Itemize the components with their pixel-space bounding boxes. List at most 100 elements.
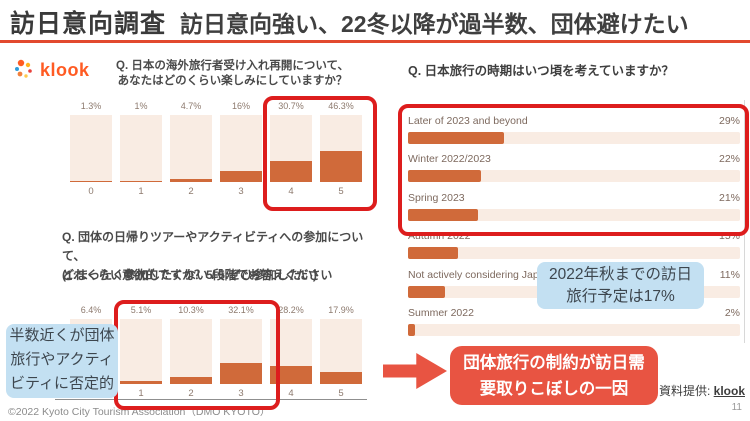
hbar-value-label: 22% bbox=[718, 153, 740, 166]
bar-fill bbox=[170, 178, 212, 182]
bar-column: 32.1% 3 bbox=[220, 304, 262, 400]
question-group-tour-scale: (1:まったく参加したくない / 5:ぜひ参加したい) bbox=[62, 268, 317, 282]
hbar-fill bbox=[408, 323, 415, 336]
bar-fill bbox=[170, 377, 212, 384]
bar-category-label: 4 bbox=[288, 186, 294, 197]
hbar-fill bbox=[408, 132, 505, 144]
bar-column: 1.3% 0 bbox=[70, 100, 112, 198]
bar-fill bbox=[270, 161, 312, 182]
hbar-fill bbox=[408, 170, 482, 183]
hbar-value-label: 2% bbox=[724, 306, 740, 319]
bar-track bbox=[220, 115, 262, 182]
klook-wordmark: klook bbox=[40, 59, 90, 80]
bar-track bbox=[120, 115, 162, 182]
chart-group-tour-axis-line bbox=[55, 399, 367, 400]
bar-fill bbox=[70, 181, 112, 182]
bar-category-label: 0 bbox=[88, 186, 94, 197]
bar-fill bbox=[270, 365, 312, 384]
bar-category-label: 1 bbox=[138, 388, 144, 399]
hbar-track bbox=[408, 170, 740, 183]
hbar-category-label: Winter 2022/2023 bbox=[408, 153, 491, 166]
hbar-track bbox=[408, 247, 740, 260]
hbar-fill bbox=[408, 247, 458, 260]
bar-column: 10.3% 2 bbox=[170, 304, 212, 400]
bar-track bbox=[270, 115, 312, 182]
source-link-klook[interactable]: klook bbox=[713, 384, 745, 398]
bar-track bbox=[120, 319, 162, 384]
bar-value-label: 46.3% bbox=[328, 101, 354, 111]
bar-category-label: 2 bbox=[188, 186, 194, 197]
hbar-category-label: Later of 2023 and beyond bbox=[408, 115, 528, 127]
bar-column: 1% 1 bbox=[120, 100, 162, 198]
hbar-row: Spring 2023 21% bbox=[408, 192, 740, 230]
bar-value-label: 32.1% bbox=[228, 305, 254, 315]
bar-column: 17.9% 5 bbox=[320, 304, 362, 400]
question-expectation: Q. 日本の海外旅行者受け入れ再開について、 あなたはどのくらい楽しみにしていま… bbox=[116, 60, 349, 87]
conclusion-box: 団体旅行の制約が訪日需 要取りこぼしの一因 bbox=[450, 346, 658, 405]
bar-track bbox=[170, 115, 212, 182]
bar-value-label: 1% bbox=[134, 101, 148, 111]
klook-logo-icon bbox=[15, 59, 32, 78]
bar-value-label: 5.1% bbox=[130, 305, 152, 315]
source-credit: 資料提供: klook bbox=[659, 382, 745, 399]
hbar-value-label: 21% bbox=[718, 191, 740, 204]
bar-fill bbox=[120, 380, 162, 384]
bar-fill bbox=[120, 181, 162, 182]
source-label: 資料提供: bbox=[658, 384, 711, 398]
bar-value-label: 1.3% bbox=[80, 101, 102, 111]
bar-column: 4.7% 2 bbox=[170, 100, 212, 198]
bar-category-label: 4 bbox=[288, 388, 294, 399]
bar-track bbox=[170, 319, 212, 384]
bar-value-label: 4.7% bbox=[180, 101, 202, 111]
bar-category-label: 3 bbox=[238, 186, 244, 197]
hbar-value-label: 15% bbox=[718, 230, 740, 243]
bar-category-label: 5 bbox=[338, 186, 344, 197]
hbar-row: Summer 2022 2% bbox=[408, 307, 740, 345]
hbar-value-label: 29% bbox=[718, 115, 740, 127]
bar-column: 5.1% 1 bbox=[120, 304, 162, 400]
bar-fill bbox=[220, 171, 262, 182]
chart-timing: Later of 2023 and beyond 29% Winter 2022/2… bbox=[408, 115, 740, 345]
hbar-row: Later of 2023 and beyond 29% bbox=[408, 115, 740, 153]
bar-value-label: 16% bbox=[231, 101, 250, 111]
bar-value-label: 10.3% bbox=[178, 305, 204, 315]
bar-column: 30.7% 4 bbox=[270, 100, 312, 198]
bar-column: 46.3% 5 bbox=[320, 100, 362, 198]
hbar-category-label: Spring 2023 bbox=[408, 191, 465, 204]
bar-value-label: 17.9% bbox=[328, 305, 354, 315]
bar-column: 28.2% 4 bbox=[270, 304, 312, 400]
hbar-track bbox=[408, 132, 740, 144]
bar-fill bbox=[320, 372, 362, 384]
hbar-fill bbox=[408, 285, 445, 298]
arrow-right-icon bbox=[383, 353, 447, 389]
title-underline bbox=[0, 40, 750, 43]
hbar-track bbox=[408, 208, 740, 221]
bar-track bbox=[70, 115, 112, 182]
bar-category-label: 5 bbox=[338, 388, 344, 399]
callout-autumn-17pct: 2022年秋までの訪日 旅行予定は17% bbox=[537, 262, 704, 309]
chart-expectation: 1.3% 0 1% 1 4.7% 2 16% 3 30.7% 4 46.3% 5 bbox=[70, 100, 362, 198]
bar-value-label: 28.2% bbox=[278, 305, 304, 315]
callout-group-negative: 半数近くが団体 旅行やアクティ ビティに否定的 bbox=[6, 324, 118, 398]
bar-track bbox=[270, 319, 312, 384]
hbar-row: Winter 2022/2023 22% bbox=[408, 153, 740, 191]
header: 訪日意向調査 訪日意向強い、22冬以降が過半数、団体避けたい bbox=[10, 4, 689, 40]
page-subtitle: 訪日意向強い、22冬以降が過半数、団体避けたい bbox=[180, 11, 689, 37]
hbar-fill bbox=[408, 208, 478, 221]
hbar-category-label: Autumn 2022 bbox=[408, 230, 471, 243]
bar-category-label: 1 bbox=[138, 186, 144, 197]
question-timing: Q. 日本旅行の時期はいつ頃を考えていますか？ bbox=[408, 64, 675, 78]
hbar-value-label: 11% bbox=[719, 268, 740, 281]
bar-category-label: 3 bbox=[238, 388, 244, 399]
hbar-category-label: Summer 2022 bbox=[408, 306, 474, 319]
hbar-track bbox=[408, 323, 740, 336]
bar-category-label: 2 bbox=[188, 388, 194, 399]
bar-track bbox=[320, 319, 362, 384]
question-group-tour: Q. 団体の日帰りツアーやアクティビティへの参加について、 どれくらい意欲的です… bbox=[62, 230, 364, 282]
bar-track bbox=[320, 115, 362, 182]
bar-track bbox=[220, 319, 262, 384]
bar-value-label: 6.4% bbox=[80, 305, 102, 315]
right-edge-divider bbox=[744, 100, 745, 343]
bar-value-label: 30.7% bbox=[278, 101, 304, 111]
